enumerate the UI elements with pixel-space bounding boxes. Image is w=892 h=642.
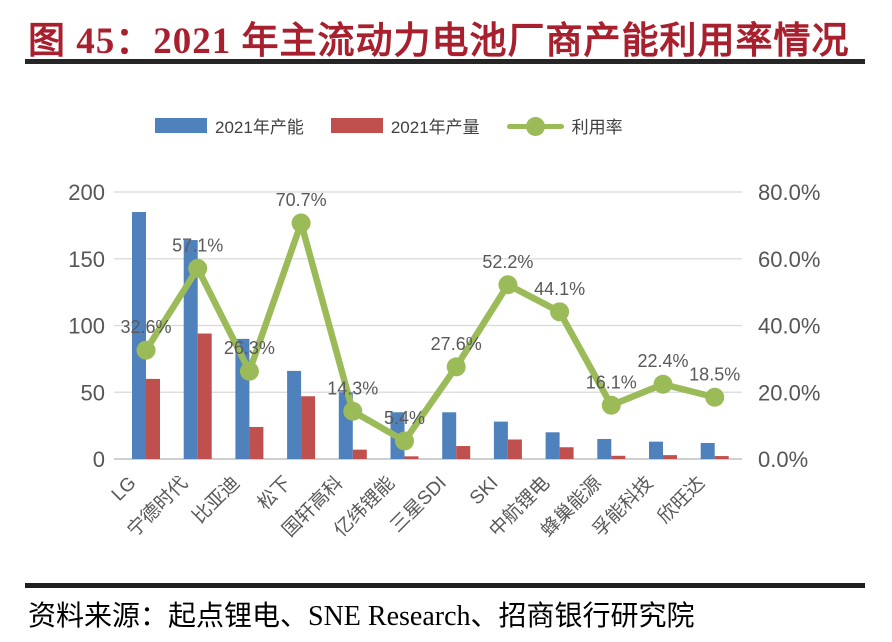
utilization-label-2: 26.3% <box>224 338 275 358</box>
capacity-bar-10 <box>649 441 663 459</box>
utilization-label-0: 32.6% <box>120 317 171 337</box>
capacity-bar-3 <box>287 370 302 459</box>
figure-source: 资料来源：起点锂电、SNE Research、招商银行研究院 <box>28 601 695 632</box>
utilization-label-10: 22.4% <box>637 351 688 371</box>
chart-legend: 2021年产能 2021年产量 利用率 <box>155 113 623 138</box>
utilization-point-11 <box>705 387 725 407</box>
production-bar-2 <box>249 426 264 459</box>
right-axis-tick-3: 60.0% <box>758 247 820 272</box>
utilization-label-5: 5.4% <box>384 408 425 428</box>
utilization-point-1 <box>188 258 208 278</box>
capacity-bar-6 <box>442 412 457 459</box>
utilization-label-3: 70.7% <box>276 190 327 210</box>
source-rule <box>25 583 865 588</box>
utilization-point-8 <box>550 302 570 322</box>
category-label-7: SKI <box>466 473 503 510</box>
legend-utilization-label: 利用率 <box>571 118 623 137</box>
utilization-label-9: 16.1% <box>586 372 637 392</box>
utilization-label-8: 44.1% <box>534 279 585 299</box>
legend-item-capacity: 2021年产能 <box>155 113 304 138</box>
utilization-label-4: 14.3% <box>327 378 378 398</box>
capacity-bar-11 <box>700 442 715 459</box>
utilization-point-3 <box>291 213 311 233</box>
category-label-3: 松下 <box>253 472 295 514</box>
production-bar-1 <box>197 333 212 459</box>
legend-item-utilization: 利用率 <box>506 113 623 138</box>
utilization-point-5 <box>395 431 414 451</box>
production-bar-3 <box>301 396 316 459</box>
capacity-bar-0 <box>132 212 146 459</box>
utilization-point-0 <box>136 340 156 360</box>
utilization-label-11: 18.5% <box>689 364 740 384</box>
utilization-label-1: 57.1% <box>172 235 223 255</box>
production-bar-8 <box>559 447 574 459</box>
capacity-bar-7 <box>493 421 508 459</box>
right-axis-tick-4: 80.0% <box>758 180 820 205</box>
production-bar-0 <box>146 378 160 459</box>
utilization-line <box>142 219 718 445</box>
utilization-label-7: 52.2% <box>482 252 533 272</box>
utilization-point-6 <box>446 357 466 377</box>
production-bar-10 <box>663 455 677 459</box>
production-bar-11 <box>714 456 729 459</box>
category-label-2: 比亚迪 <box>188 472 244 528</box>
capacity-bar-9 <box>597 438 612 459</box>
utilization-point-9 <box>601 395 621 415</box>
category-label-6: 三星SDI <box>387 473 451 537</box>
production-swatch-icon <box>330 118 383 133</box>
left-axis-tick-50: 50 <box>81 380 105 405</box>
left-axis-tick-200: 200 <box>68 180 105 205</box>
legend-item-production: 2021年产量 <box>330 113 480 138</box>
left-axis-tick-100: 100 <box>68 314 105 339</box>
utilization-point-10 <box>653 374 673 394</box>
capacity-swatch-icon <box>155 118 207 133</box>
utilization-point-2 <box>239 361 259 381</box>
left-axis-tick-0: 0 <box>93 447 105 472</box>
right-axis-tick-1: 20.0% <box>758 380 820 405</box>
legend-production-label: 2021年产量 <box>390 118 480 137</box>
legend-capacity-label: 2021年产能 <box>215 118 304 137</box>
figure-title: 图 45：2021 年主流动力电池厂商产能利用率情况 <box>28 21 850 62</box>
left-axis-tick-150: 150 <box>68 247 105 272</box>
production-bar-4 <box>352 449 367 459</box>
production-bar-7 <box>507 439 522 459</box>
production-bar-5 <box>404 456 419 459</box>
utilization-point-7 <box>498 275 518 295</box>
capacity-bar-8 <box>545 432 560 459</box>
utilization-point-4 <box>343 401 363 421</box>
utilization-line-swatch-icon <box>506 116 564 136</box>
right-axis-tick-0: 0.0% <box>758 447 808 472</box>
right-axis-tick-2: 40.0% <box>758 314 820 339</box>
production-bar-6 <box>456 446 471 459</box>
capacity-bar-1 <box>183 240 198 459</box>
utilization-label-6: 27.6% <box>431 334 482 354</box>
category-label-0: LG <box>108 473 141 506</box>
category-label-11: 欣旺达 <box>653 472 709 528</box>
production-bar-9 <box>611 455 626 459</box>
title-rule <box>25 59 865 64</box>
